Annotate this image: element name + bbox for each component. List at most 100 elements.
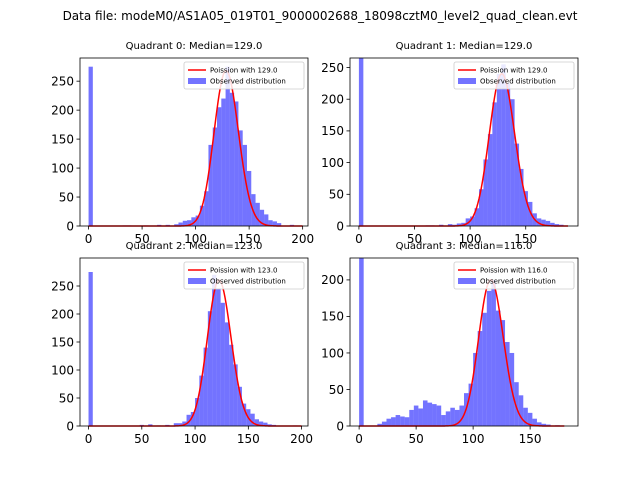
- histogram-bar: [229, 92, 235, 226]
- histogram-bar: [432, 404, 437, 426]
- axes-frame: [349, 257, 579, 427]
- histogram-bar: [474, 208, 480, 226]
- axes-frame: [349, 57, 579, 227]
- histogram-bar: [88, 66, 93, 226]
- histogram-bar: [523, 191, 528, 226]
- histogram-bar: [221, 98, 226, 226]
- histogram-bar: [250, 413, 255, 426]
- subplot-title: Quadrant 1: Median=129.0: [396, 41, 533, 52]
- y-tick-label: 0: [336, 219, 344, 233]
- y-tick-label: 50: [59, 190, 74, 204]
- histogram-bar: [233, 364, 238, 426]
- y-tick-label: 0: [66, 419, 74, 433]
- histogram-bar: [501, 64, 506, 226]
- histogram-bar: [496, 73, 502, 226]
- x-tick-label: 100: [462, 432, 485, 446]
- y-tick-label: 100: [321, 346, 344, 360]
- y-tick-label: 200: [51, 103, 74, 117]
- histogram-bar: [204, 191, 209, 226]
- histogram-bar: [267, 424, 272, 426]
- y-tick-label: 50: [59, 391, 74, 405]
- histogram-bar: [479, 189, 484, 226]
- subplot-quadrant-2: 0 50 100 150 200 0 50 100 150 200 250 Quadrant 2: M…: [51, 241, 313, 446]
- y-tick-label: 50: [329, 188, 344, 202]
- subplot-quadrant-3: 0 50 100 150 0 50 100 150 200 Quadrant 3: Median=…: [321, 241, 579, 446]
- y-tick-label: 250: [321, 61, 344, 75]
- x-tick-label: 0: [85, 432, 93, 446]
- histogram-bar: [190, 412, 196, 426]
- histogram-bar: [541, 219, 546, 226]
- histogram-bar: [178, 423, 183, 426]
- x-tick-label: 150: [238, 232, 261, 246]
- legend-label-observed: Observed distribution: [480, 278, 556, 286]
- x-tick-label: 200: [290, 432, 313, 446]
- histogram-bar: [495, 310, 501, 426]
- histogram-bar: [482, 312, 487, 426]
- histogram-bar: [505, 342, 510, 426]
- histogram-bar: [238, 130, 243, 226]
- histogram-bar: [436, 405, 442, 426]
- x-tick-label: 150: [514, 232, 537, 246]
- histogram-bar: [386, 418, 392, 426]
- histogram-bar: [212, 127, 218, 226]
- histogram-bar: [199, 205, 205, 226]
- histogram-bar: [527, 412, 533, 426]
- histogram-bar: [400, 416, 405, 426]
- histogram-bar: [234, 101, 239, 226]
- legend-box: [183, 61, 305, 90]
- histogram-bar: [523, 407, 528, 426]
- histogram-bar: [263, 422, 268, 426]
- histogram-bar: [418, 408, 423, 426]
- histogram-bar: [220, 302, 225, 426]
- histogram-bar: [259, 209, 265, 226]
- histogram-bar: [254, 419, 259, 426]
- histogram-bar: [536, 218, 542, 226]
- histogram-bar: [241, 403, 247, 426]
- x-tick-label: 50: [407, 232, 422, 246]
- legend-bar-swatch: [188, 78, 206, 84]
- histogram-bar: [187, 220, 192, 226]
- histogram-bar: [486, 290, 492, 426]
- histogram-bar: [527, 201, 533, 226]
- histogram-bar: [381, 421, 387, 426]
- histogram-bar: [224, 322, 230, 426]
- x-tick-label: 150: [237, 432, 260, 446]
- histogram-bar: [505, 83, 511, 226]
- histogram-bar: [500, 320, 506, 426]
- legend-bar-swatch: [458, 78, 476, 84]
- histogram-bar: [413, 405, 419, 426]
- y-tick-label: 150: [321, 310, 344, 324]
- histogram-bar: [473, 352, 478, 426]
- x-tick-label: 200: [291, 232, 314, 246]
- x-tick-label: 0: [355, 432, 363, 446]
- y-tick-label: 150: [51, 335, 74, 349]
- histogram-bar: [510, 99, 515, 226]
- x-tick-label: 50: [408, 432, 423, 446]
- y-tick-label: 150: [51, 132, 74, 146]
- y-tick-label: 200: [51, 307, 74, 321]
- histogram-bar: [173, 423, 179, 426]
- histogram-bar: [237, 386, 242, 426]
- histogram-bar: [199, 375, 204, 426]
- poisson-curve: [88, 69, 303, 227]
- y-tick-label: 250: [51, 74, 74, 88]
- histogram-bar: [491, 279, 496, 426]
- legend-label-poisson: Poission with 123.0: [210, 267, 278, 275]
- histogram-bar: [276, 223, 282, 226]
- y-tick-label: 200: [321, 93, 344, 107]
- poisson-curve: [88, 279, 302, 427]
- legend-label-poisson: Poission with 129.0: [210, 67, 278, 75]
- histogram-bar: [477, 331, 483, 426]
- subplot-title: Quadrant 0: Median=129.0: [126, 41, 263, 52]
- histogram-bar: [195, 398, 200, 426]
- y-tick-label: 100: [51, 363, 74, 377]
- histogram-bar: [459, 405, 464, 426]
- y-tick-label: 50: [329, 383, 344, 397]
- histogram-bar: [258, 421, 264, 426]
- legend-bar-swatch: [188, 278, 206, 284]
- x-tick-label: 0: [355, 232, 363, 246]
- histogram-bar: [454, 409, 460, 426]
- histogram-bar: [229, 344, 234, 426]
- histogram-bar: [541, 423, 547, 426]
- histogram-bar: [545, 220, 551, 226]
